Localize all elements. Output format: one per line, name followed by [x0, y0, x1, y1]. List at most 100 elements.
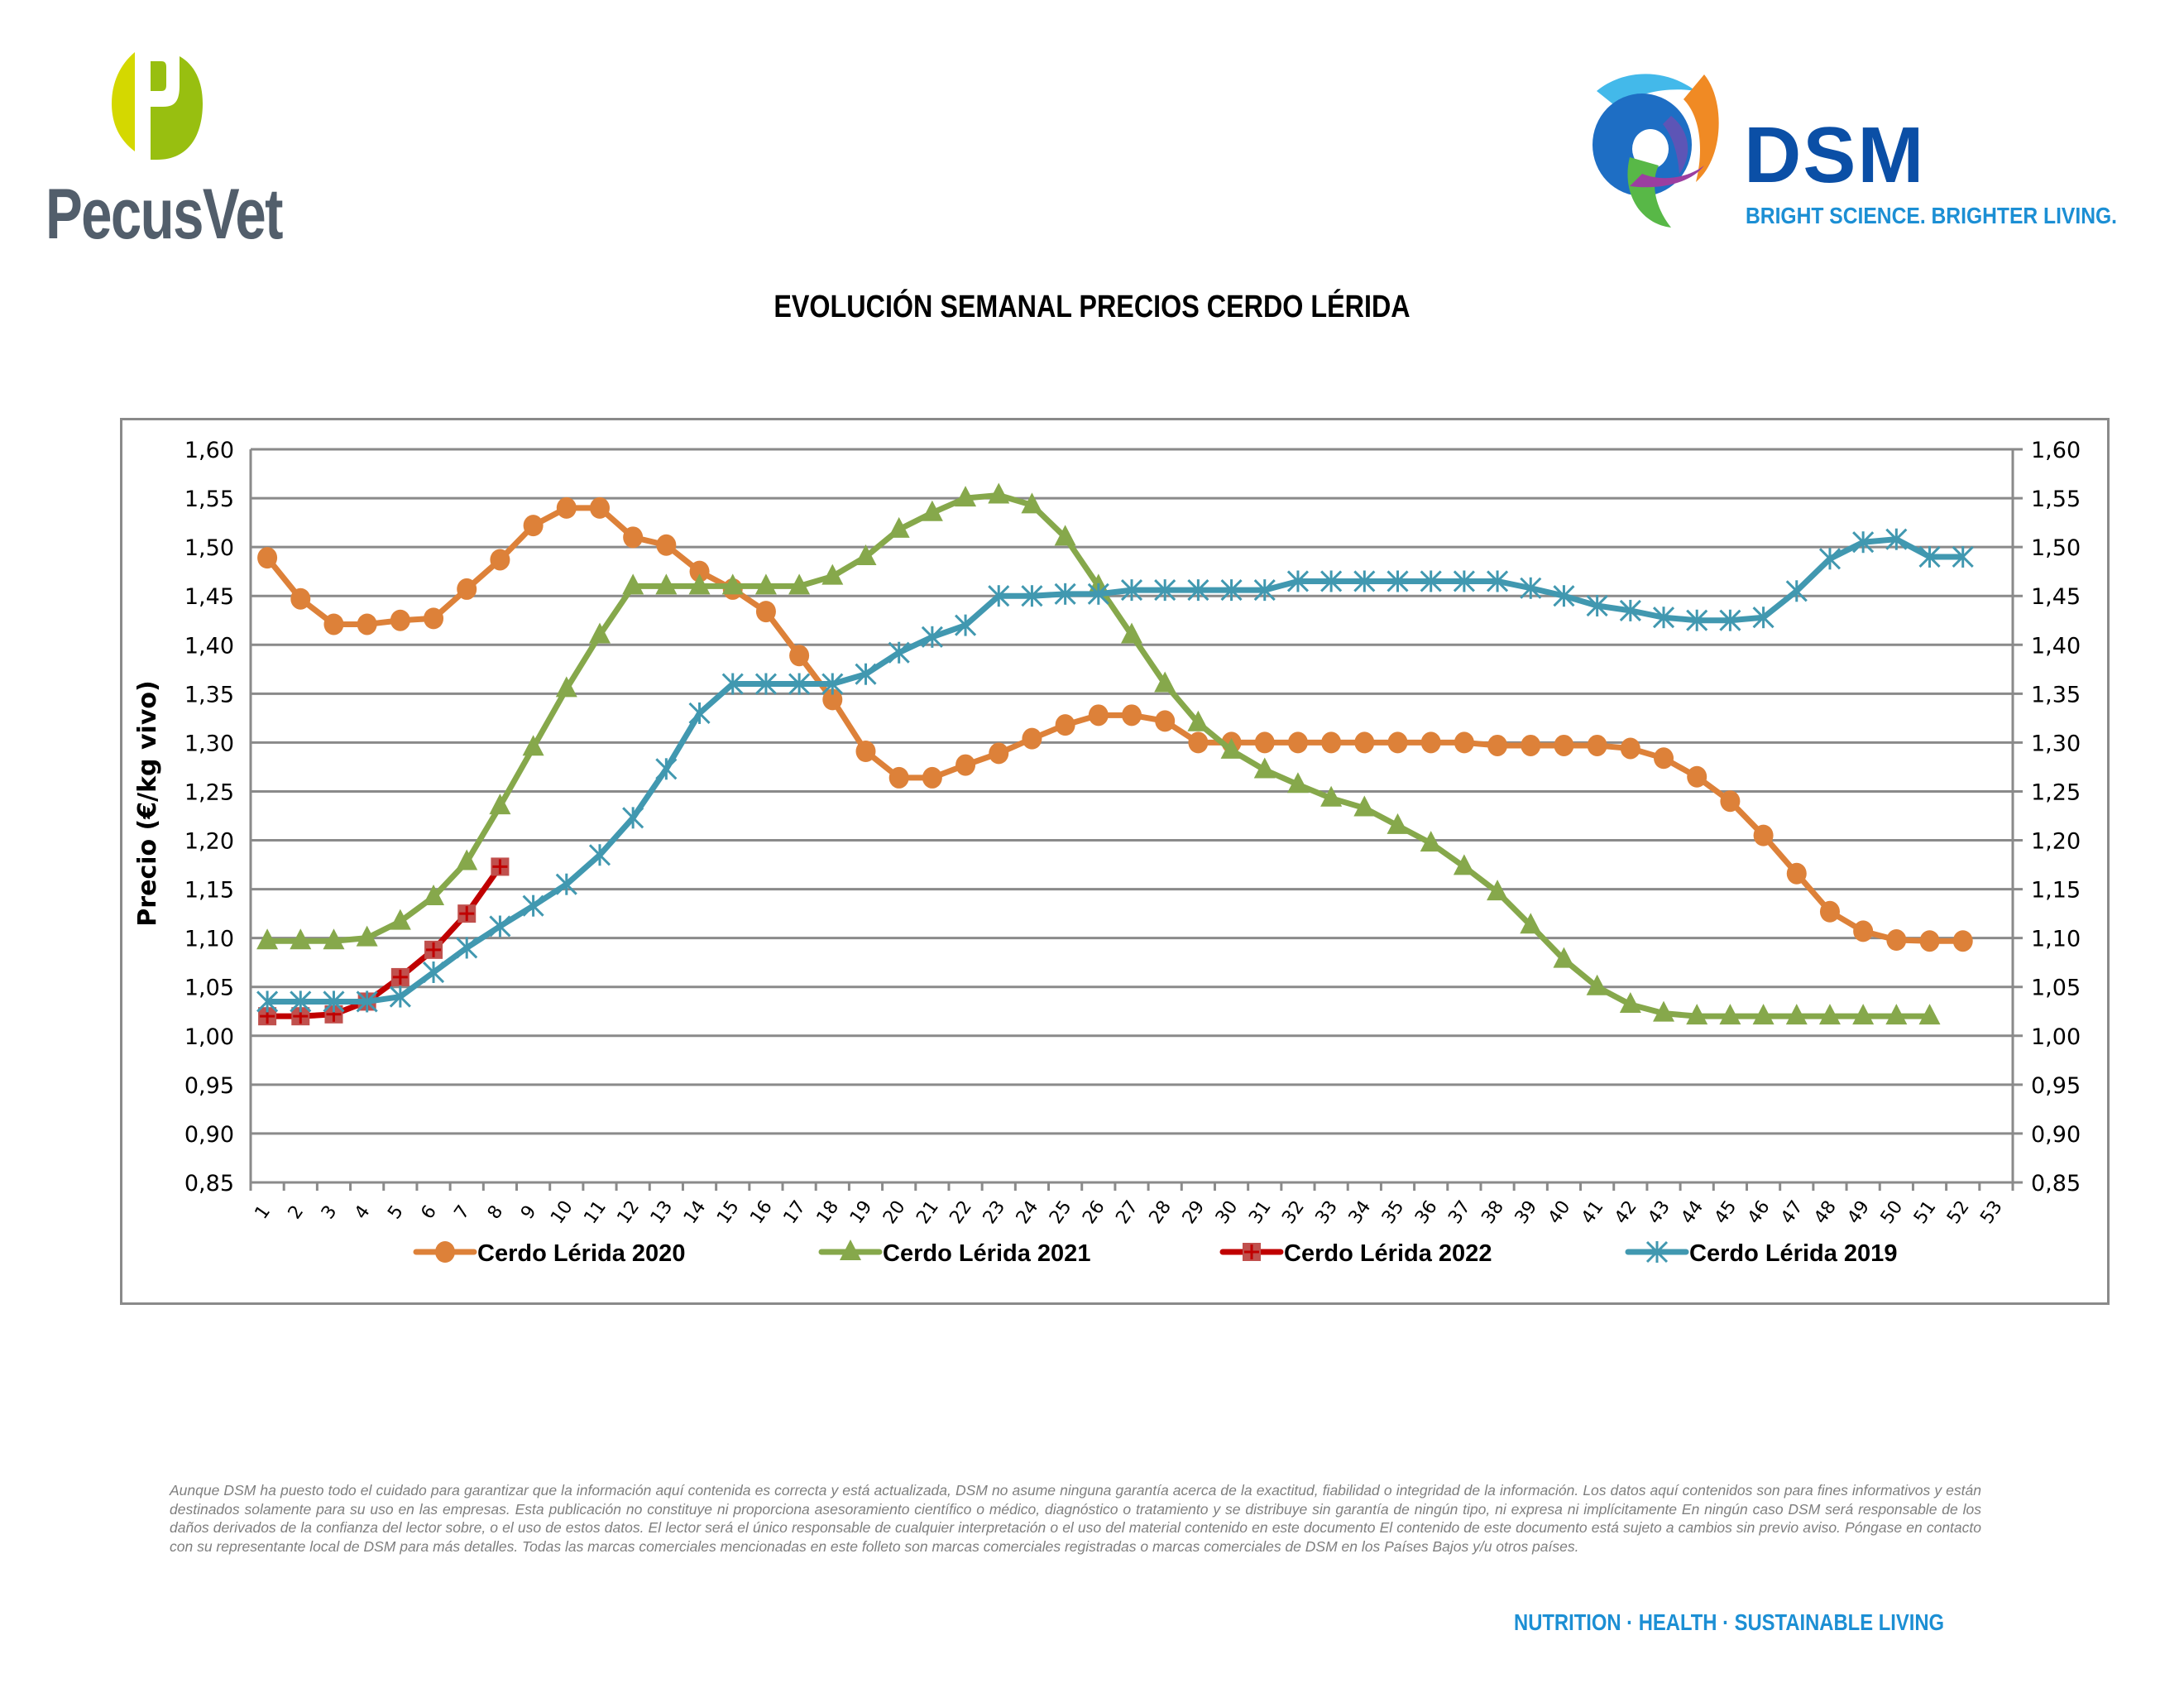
data-point: [1852, 1004, 1875, 1025]
y-tick-label-right: 1,15: [2031, 878, 2081, 904]
y-tick-label-left: 0,95: [184, 1073, 234, 1099]
data-point: [921, 500, 943, 521]
data-point: [1054, 525, 1076, 546]
y-tick-label-right: 1,35: [2031, 682, 2081, 707]
data-point: [423, 885, 445, 906]
data-point: [1054, 583, 1076, 605]
x-tick-label: 21: [912, 1197, 943, 1228]
data-point: [1387, 731, 1408, 754]
data-point: [855, 544, 877, 565]
x-tick-label: 20: [879, 1197, 910, 1228]
x-tick-label: 22: [946, 1197, 976, 1228]
y-tick-label-left: 1,05: [184, 976, 234, 1001]
data-point: [1885, 528, 1908, 550]
data-point: [788, 573, 811, 595]
data-point: [290, 928, 312, 950]
legend-marker: [435, 1241, 455, 1263]
legend-label: Cerdo Lérida 2021: [883, 1240, 1090, 1267]
y-tick-label-right: 1,60: [2031, 438, 2081, 463]
data-point: [1852, 531, 1875, 554]
data-point: [955, 486, 977, 507]
data-point: [1220, 579, 1243, 602]
x-tick-label: 24: [1013, 1197, 1043, 1228]
data-point: [1387, 570, 1409, 592]
x-tick-label: 12: [614, 1197, 644, 1228]
legend-marker: [1645, 1240, 1669, 1264]
data-point: [622, 573, 644, 595]
data-point: [888, 641, 910, 664]
data-point: [1520, 913, 1542, 934]
data-point: [1154, 671, 1176, 693]
data-point: [655, 573, 678, 595]
data-point: [589, 496, 610, 519]
y-tick-label-right: 1,45: [2031, 584, 2081, 610]
data-point: [1653, 1000, 1675, 1022]
y-tick-label-right: 0,85: [2031, 1171, 2081, 1196]
data-point: [522, 735, 544, 756]
data-point: [1253, 579, 1276, 602]
data-point: [456, 937, 478, 959]
data-point: [1553, 947, 1575, 968]
y-tick-label-right: 1,05: [2031, 976, 2081, 1001]
dsm-tagline: BRIGHT SCIENCE. BRIGHTER LIVING.: [1746, 203, 2118, 228]
data-point: [290, 587, 311, 610]
data-point: [721, 673, 744, 695]
data-point: [1286, 772, 1309, 794]
data-point: [256, 990, 279, 1013]
x-tick-label: 13: [647, 1197, 678, 1228]
y-tick-label-left: 0,90: [184, 1122, 234, 1148]
data-point: [623, 526, 644, 549]
data-point: [1620, 737, 1640, 760]
price-line-chart: 1,60 1,60 1,55 1,55 1,50 1,50 1,45 1,45 1,40 1,40…: [133, 438, 2081, 1267]
data-point: [323, 613, 344, 635]
data-point: [457, 578, 477, 600]
dsm-logo: DSM BRIGHT SCIENCE. BRIGHTER LIVING.: [1564, 66, 2117, 248]
data-point: [789, 645, 810, 667]
data-point: [523, 515, 544, 537]
data-point: [489, 915, 511, 938]
data-point: [389, 909, 411, 930]
data-point: [1919, 930, 1940, 952]
x-tick-label: 38: [1478, 1197, 1508, 1228]
x-tick-label: 42: [1611, 1197, 1641, 1228]
data-point: [588, 844, 611, 866]
data-point: [1819, 900, 1840, 923]
y-tick-label-left: 1,55: [184, 487, 234, 512]
x-tick-label: 14: [680, 1197, 711, 1228]
data-point: [1253, 757, 1276, 779]
data-point: [1254, 731, 1275, 754]
data-point: [954, 614, 977, 636]
series-cerdo-l-rida-2019: [256, 528, 1974, 1013]
data-point: [1686, 1004, 1708, 1025]
data-point: [1720, 790, 1741, 813]
legend-item: Cerdo Lérida 2019: [1625, 1240, 1897, 1267]
y-tick-label-right: 1,55: [2031, 487, 2081, 512]
data-point: [1187, 710, 1209, 731]
pecusvet-logo: PecusVet: [46, 50, 310, 257]
data-point: [1885, 1004, 1908, 1025]
x-tick-label: 39: [1511, 1197, 1542, 1228]
data-point: [1321, 731, 1342, 754]
data-point: [1553, 585, 1575, 607]
data-point: [1187, 579, 1209, 602]
x-tick-label: 31: [1245, 1197, 1276, 1228]
data-point: [655, 758, 678, 780]
x-tick-label: 51: [1910, 1197, 1941, 1228]
data-point: [821, 673, 844, 695]
x-tick-label: 49: [1844, 1197, 1875, 1228]
legal-disclaimer: Aunque DSM ha puesto todo el cuidado par…: [170, 1482, 1981, 1555]
legend-label: Cerdo Lérida 2019: [1689, 1240, 1897, 1267]
data-point: [1686, 609, 1708, 631]
page-title: EVOLUCIÓN SEMANAL PRECIOS CERDO LÉRIDA: [774, 290, 1410, 324]
data-point: [1918, 1004, 1941, 1025]
legend-marker: [840, 1240, 861, 1260]
x-tick-label: 4: [351, 1201, 375, 1223]
data-point: [457, 904, 477, 923]
data-point: [1387, 813, 1409, 834]
dsm-swirl-logo-icon: [1592, 74, 1719, 228]
data-point: [754, 573, 777, 595]
x-tick-label: 35: [1378, 1197, 1409, 1228]
gridlines: [251, 448, 2023, 1184]
chart-container: 1,60 1,60 1,55 1,55 1,50 1,50 1,45 1,45 1,40 1,40…: [120, 418, 2110, 1305]
y-tick-label-left: 1,10: [184, 927, 234, 952]
